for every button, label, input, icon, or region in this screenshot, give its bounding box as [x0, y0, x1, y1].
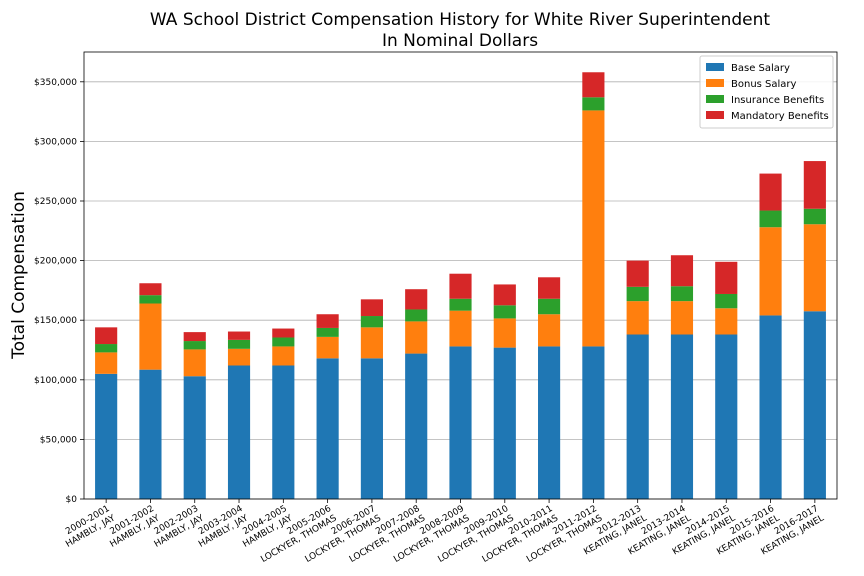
bar-segment [803, 224, 826, 312]
bar-segment [95, 373, 118, 499]
bar-segment [493, 305, 516, 319]
bar-segment [670, 286, 694, 302]
bar-segment [493, 347, 516, 499]
bar-segment [272, 328, 295, 338]
bar-segment [360, 327, 383, 359]
bar-segment [95, 344, 118, 353]
legend-label: Bonus Salary [731, 79, 797, 90]
y-tick-label: $350,000 [34, 78, 77, 88]
bar-segment [139, 295, 162, 304]
bar-segment [316, 336, 339, 359]
bar-segment [360, 299, 383, 317]
bar-segment [405, 353, 428, 499]
bar-segment [272, 346, 295, 366]
bars [95, 72, 826, 499]
bar-segment [449, 273, 472, 299]
y-axis-ticks: $0 $50,000 $100,000 $150,000 $200,000 $250,00… [34, 78, 84, 505]
bar-segment [139, 303, 162, 370]
y-tick-label: $300,000 [34, 137, 77, 147]
bar-segment [493, 318, 516, 348]
bar-segment [715, 334, 738, 499]
bar-segment [538, 277, 561, 299]
legend-label: Base Salary [731, 63, 790, 74]
bar-segment [582, 346, 605, 499]
bar-segment [626, 286, 649, 302]
y-tick-label: $150,000 [34, 316, 77, 326]
bar-segment [803, 161, 826, 209]
bar-segment [316, 327, 339, 337]
bar-segment [95, 352, 118, 374]
bar-segment [626, 334, 649, 499]
bar-segment [227, 348, 251, 366]
bar-segment [139, 283, 162, 296]
y-tick-label: $250,000 [34, 197, 77, 207]
bar-segment [715, 293, 738, 309]
bar-segment [759, 227, 782, 316]
bar-segment [670, 301, 694, 335]
bar-segment [183, 341, 206, 350]
y-tick-label: $50,000 [40, 435, 77, 445]
y-tick-label: $200,000 [34, 257, 77, 267]
bar-segment [626, 301, 649, 335]
bar-segment [139, 369, 162, 499]
bar-segment [360, 358, 383, 499]
bar-segment [582, 97, 605, 111]
bar-segment [95, 327, 118, 345]
legend-swatch [706, 95, 724, 103]
legend-box [699, 55, 834, 129]
bar-segment [803, 311, 826, 499]
bar-segment [272, 365, 295, 499]
bar-segment [759, 173, 782, 211]
bar-segment [449, 310, 472, 347]
bar-segment [449, 346, 472, 499]
bar-segment [316, 358, 339, 499]
bar-segment [670, 255, 694, 287]
legend-swatch [706, 79, 724, 87]
bar-segment [360, 316, 383, 328]
y-tick-label: $0 [66, 495, 78, 505]
bar-segment [715, 261, 738, 294]
bar-segment [538, 346, 561, 499]
bar-segment [759, 210, 782, 228]
chart-title-line1: WA School District Compensation History … [150, 10, 770, 30]
legend: Base Salary Bonus Salary Insurance Benefit… [699, 55, 834, 129]
legend-label: Mandatory Benefits [731, 111, 829, 122]
bar-segment [405, 309, 428, 322]
bar-segment [493, 284, 516, 306]
bar-segment [183, 349, 206, 377]
bar-segment [316, 314, 339, 328]
chart-title-line2: In Nominal Dollars [382, 31, 538, 51]
bar-segment [227, 365, 251, 499]
y-axis-label: Total Compensation [9, 191, 29, 360]
bar-segment [759, 315, 782, 499]
bar-segment [538, 298, 561, 315]
bar-segment [803, 208, 826, 225]
legend-swatch [706, 63, 724, 71]
legend-label: Insurance Benefits [731, 95, 824, 106]
bar-segment [405, 321, 428, 354]
bar-segment [626, 260, 649, 287]
bar-segment [405, 289, 428, 310]
bar-segment [227, 339, 251, 349]
bar-segment [582, 110, 605, 347]
bar-segment [715, 308, 738, 335]
bar-segment [449, 298, 472, 311]
bar-segment [183, 332, 206, 342]
bar-segment [272, 337, 295, 347]
bar-segment [538, 314, 561, 347]
legend-swatch [706, 111, 724, 119]
y-tick-label: $100,000 [34, 376, 77, 386]
bar-segment [582, 72, 605, 98]
bar-segment [183, 376, 206, 499]
bar-segment [227, 331, 251, 340]
bar-segment [670, 334, 694, 499]
